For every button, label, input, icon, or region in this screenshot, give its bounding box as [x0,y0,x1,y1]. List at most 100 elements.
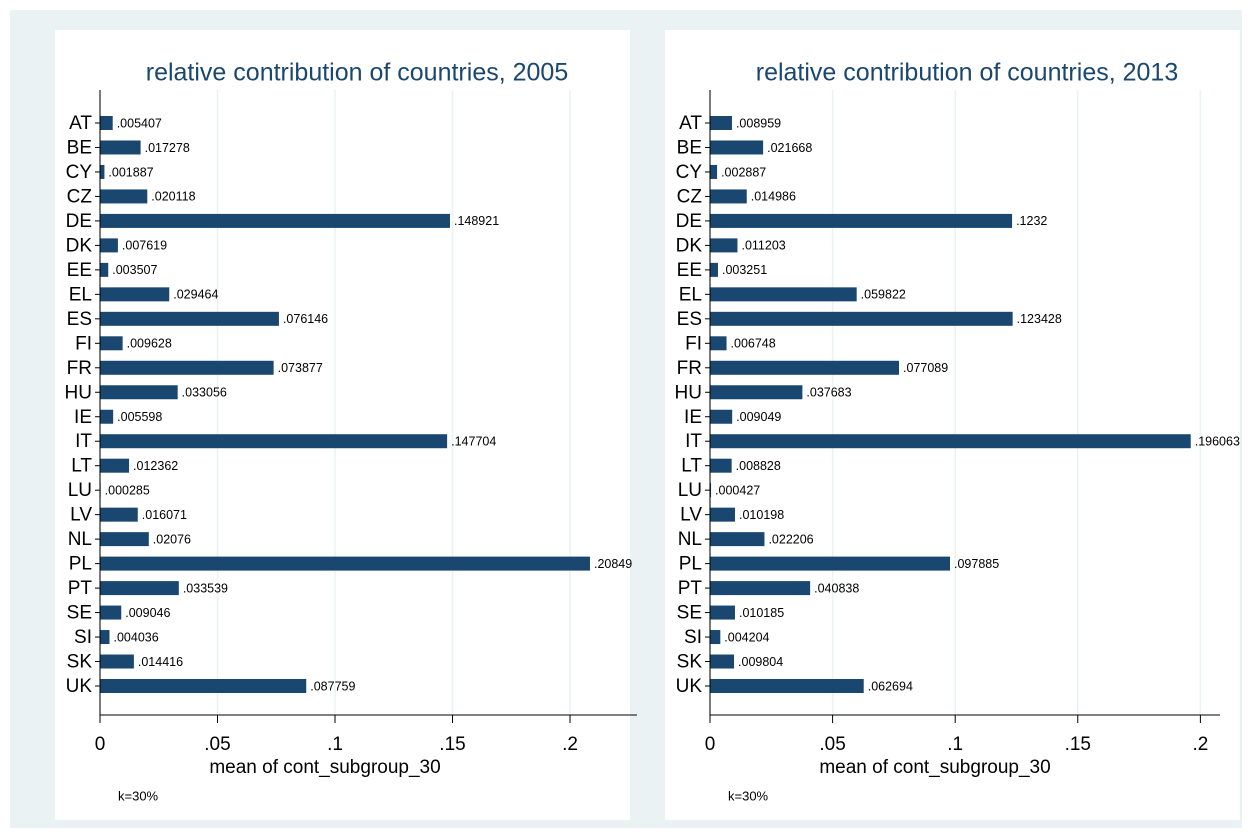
value-label: .073877 [278,361,323,375]
bar [100,654,134,669]
bar [710,630,721,645]
value-label: .062694 [868,679,913,693]
bar [710,238,738,253]
x-tick-label: .15 [1065,734,1091,755]
y-tick-label: BE [677,137,702,158]
y-tick-label: CZ [677,186,703,207]
x-tick-label: .2 [1192,734,1208,755]
y-tick-label: SI [74,627,92,648]
value-label: .02076 [153,532,191,546]
value-label: .037683 [806,386,851,400]
bar [710,483,712,498]
bar [100,262,109,277]
y-tick-label: UK [66,676,93,697]
value-label: .012362 [133,459,178,473]
chart-title: relative contribution of countries, 2005 [146,59,568,87]
y-tick-label: DK [676,235,703,256]
bar [100,458,130,473]
bar [100,189,148,204]
y-tick-label: CY [676,162,703,183]
y-tick-label: SK [677,652,703,673]
plot-area: .008959 .021668.002887 .014986 .1232 .011203… [710,116,1240,693]
y-tick-label: IT [685,431,702,452]
x-tick-label: 0 [95,734,106,755]
panel: 0 .05 .1 .15 .2 .008959 .021668.002887 .014986.… [665,30,1240,820]
value-label: .011203 [741,239,785,253]
plot-area: .005407 .017278 .001887 .020118 .148921 .0076… [100,116,632,693]
y-tick-label: BE [67,137,92,158]
y-tick-label: PT [678,578,703,599]
y-tick-label: IT [75,431,92,452]
plot-region [55,30,630,820]
value-label: .20849 [594,557,632,571]
bar [710,140,764,155]
value-label: .148921 [454,214,499,228]
value-label: .014416 [138,655,183,669]
bar [710,385,803,400]
panel: 0 .05 .1 .15 .2 .005407 .017278 .001887 .020118.… [55,30,637,820]
value-label: .003507 [112,263,157,277]
bar [710,164,718,179]
value-label: .040838 [814,581,859,595]
y-tick-label: NL [68,529,92,550]
value-label: .008828 [736,459,781,473]
bar [100,679,307,693]
bar [710,581,811,596]
value-label: .029464 [173,288,218,302]
y-tick-label: LV [680,505,702,526]
value-label: .009628 [127,337,172,351]
bar [710,311,1013,326]
bar [100,360,274,375]
bar [100,164,105,179]
x-axis-title: mean of cont_subgroup_30 [209,757,440,778]
y-tick-label: LT [681,456,702,477]
note: k=30% [728,788,769,803]
value-label: .033056 [182,386,227,400]
bar [100,287,170,302]
y-tick-label: CY [66,162,93,183]
x-tick-label: .05 [204,734,230,755]
y-tick-label: LU [678,480,702,501]
bar [710,679,864,693]
bar [100,238,118,253]
value-label: .017278 [145,141,190,155]
x-tick-label: .1 [947,734,963,755]
y-tick-label: FI [685,333,702,354]
note: k=30% [118,788,159,803]
value-label: .147704 [451,435,496,449]
y-tick-label: NL [678,529,702,550]
y-tick-label: EE [677,260,702,281]
bar [710,409,733,424]
value-label: .087759 [310,679,355,693]
value-label: .007619 [122,239,167,253]
y-tick-label: PL [69,554,92,575]
bar [710,556,951,571]
x-axis-title: mean of cont_subgroup_30 [819,757,1050,778]
y-tick-label: DE [676,211,702,232]
x-tick-label: .1 [327,734,343,755]
value-label: .000427 [715,483,760,497]
value-label: .123428 [1017,312,1062,326]
value-label: .014986 [751,190,796,204]
value-label: .002887 [721,165,766,179]
y-tick-label: LT [71,456,92,477]
value-label: .006748 [731,337,776,351]
y-tick-label: AT [679,113,702,134]
y-tick-label: SE [677,603,702,624]
bar [710,458,732,473]
value-label: .008959 [736,116,781,130]
x-tick-label: .15 [439,734,465,755]
bar [100,532,149,547]
y-tick-label: IE [684,407,702,428]
value-label: .097885 [954,557,999,571]
bar [100,434,448,449]
bar [100,336,123,351]
value-label: .033539 [183,581,228,595]
bar [710,507,736,522]
value-label: .009049 [736,410,781,424]
y-tick-label: IE [74,407,92,428]
value-label: .004036 [113,630,158,644]
value-label: .1232 [1016,214,1047,228]
y-tick-label: CZ [67,186,93,207]
y-tick-label: SI [684,627,702,648]
